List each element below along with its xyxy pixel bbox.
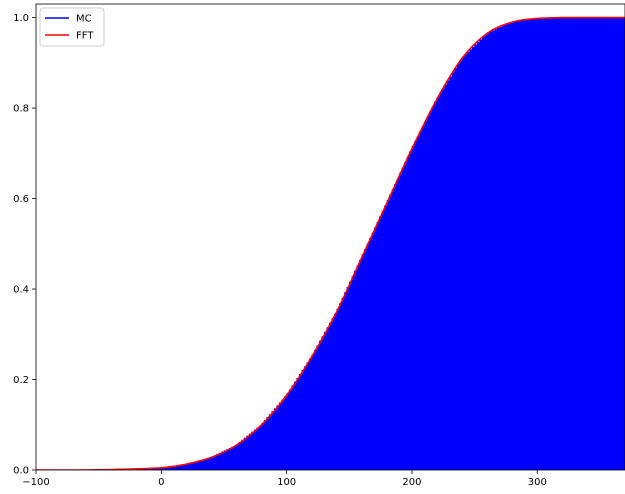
x-tick-label: 200 (402, 477, 421, 488)
axes-spines (35, 3, 625, 471)
legend-label-mc: MC (76, 14, 92, 25)
legend-label-fft: FFT (76, 31, 94, 42)
y-tick-label: 0.0 (13, 466, 29, 477)
y-tick-label: 0.8 (13, 104, 29, 115)
x-tick-label: 0 (158, 477, 164, 488)
legend-box (39, 7, 105, 47)
series-mc-area (36, 17, 625, 470)
y-tick-label: 0.2 (13, 375, 29, 386)
x-tick-label: −100 (22, 477, 49, 488)
x-tick-label: 300 (528, 477, 547, 488)
y-tick-label: 1.0 (13, 13, 29, 24)
legend: MC FFT (39, 7, 105, 47)
series-fft-line (36, 16, 625, 470)
x-tick-label: 100 (277, 477, 296, 488)
y-axis: 0.0 0.2 0.4 0.6 0.8 1.0 (13, 13, 36, 477)
x-axis: −100 0 100 200 300 (22, 470, 547, 488)
y-tick-label: 0.6 (13, 194, 29, 205)
plot-area (36, 16, 625, 470)
axes-frame (35, 3, 625, 471)
y-tick-label: 0.4 (13, 285, 29, 296)
